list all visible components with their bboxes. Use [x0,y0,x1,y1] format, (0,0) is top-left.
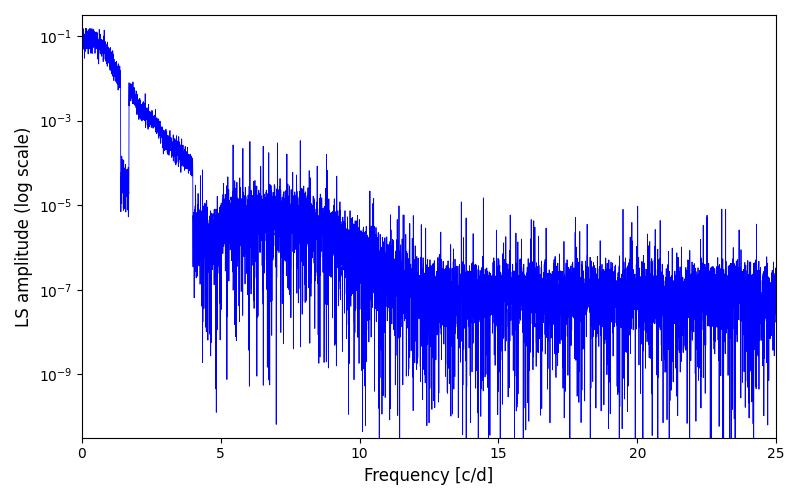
X-axis label: Frequency [c/d]: Frequency [c/d] [364,467,494,485]
Y-axis label: LS amplitude (log scale): LS amplitude (log scale) [15,126,33,326]
